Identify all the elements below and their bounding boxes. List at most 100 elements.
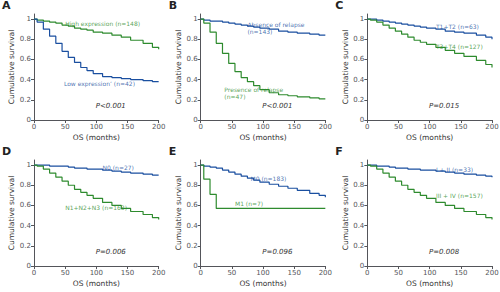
- svg-text:0.2: 0.2: [20, 96, 31, 104]
- svg-text:1: 1: [27, 15, 31, 23]
- svg-text:D: D: [2, 145, 11, 158]
- svg-text:200: 200: [152, 123, 165, 131]
- svg-text:(n=143): (n=143): [247, 27, 273, 35]
- svg-text:A: A: [2, 0, 11, 12]
- svg-text:0: 0: [365, 123, 369, 131]
- svg-text:0: 0: [198, 269, 202, 277]
- svg-text:0.6: 0.6: [20, 55, 32, 63]
- svg-text:1: 1: [360, 161, 364, 169]
- svg-text:0.8: 0.8: [353, 35, 364, 43]
- svg-text:0.4: 0.4: [20, 222, 32, 230]
- svg-text:0.6: 0.6: [187, 55, 199, 63]
- svg-text:150: 150: [454, 269, 467, 277]
- svg-text:200: 200: [485, 123, 498, 131]
- svg-text:Cumulative survival: Cumulative survival: [174, 176, 183, 251]
- svg-text:0: 0: [360, 116, 364, 124]
- svg-text:Presence of relapse: Presence of relapse: [224, 86, 284, 94]
- svg-text:0.2: 0.2: [187, 242, 198, 250]
- svg-text:P=0.006: P=0.006: [96, 248, 127, 256]
- svg-text:0.8: 0.8: [20, 35, 31, 43]
- svg-text:0: 0: [32, 269, 36, 277]
- svg-text:0: 0: [365, 269, 369, 277]
- svg-text:0: 0: [27, 262, 31, 270]
- svg-text:0.6: 0.6: [353, 55, 365, 63]
- svg-text:0.6: 0.6: [187, 201, 199, 209]
- svg-text:0.2: 0.2: [187, 96, 198, 104]
- svg-text:Low expression’ (n=42): Low expression’ (n=42): [64, 80, 135, 88]
- svg-text:Cumulative survival: Cumulative survival: [174, 30, 183, 105]
- svg-text:1: 1: [193, 15, 197, 23]
- svg-text:0.8: 0.8: [187, 181, 198, 189]
- svg-text:P<0.001: P<0.001: [262, 102, 292, 110]
- svg-text:0.2: 0.2: [20, 242, 31, 250]
- svg-text:Cumulative survival: Cumulative survival: [341, 30, 350, 105]
- svg-text:High expression (n=148): High expression (n=148): [65, 20, 140, 28]
- svg-text:P<0.001: P<0.001: [96, 102, 126, 110]
- svg-text:P=0.096: P=0.096: [262, 248, 293, 256]
- svg-text:0.4: 0.4: [353, 222, 365, 230]
- svg-text:50: 50: [61, 123, 70, 131]
- svg-text:100: 100: [90, 123, 103, 131]
- svg-text:0.4: 0.4: [187, 222, 199, 230]
- svg-text:0.2: 0.2: [353, 242, 364, 250]
- svg-text:0: 0: [193, 116, 197, 124]
- svg-text:(n=47): (n=47): [224, 93, 245, 100]
- svg-text:150: 150: [287, 123, 300, 131]
- svg-text:B: B: [169, 0, 177, 12]
- svg-text:50: 50: [227, 269, 236, 277]
- svg-text:T1+T2 (n=63): T1+T2 (n=63): [435, 22, 479, 30]
- svg-text:0: 0: [360, 262, 364, 270]
- svg-text:0.4: 0.4: [187, 76, 199, 84]
- svg-text:F: F: [335, 145, 343, 158]
- svg-text:200: 200: [319, 269, 332, 277]
- svg-text:100: 100: [256, 123, 269, 131]
- svg-text:150: 150: [121, 269, 134, 277]
- svg-text:Cumulative survival: Cumulative survival: [341, 176, 350, 251]
- svg-text:50: 50: [227, 123, 236, 131]
- svg-text:0.8: 0.8: [20, 181, 31, 189]
- svg-text:Cumulative survival: Cumulative survival: [7, 176, 16, 251]
- svg-text:M1 (n=7): M1 (n=7): [235, 200, 263, 207]
- svg-text:E: E: [169, 145, 177, 158]
- svg-text:C: C: [335, 0, 343, 12]
- svg-text:P=0.008: P=0.008: [429, 248, 460, 256]
- svg-text:150: 150: [121, 123, 134, 131]
- svg-text:Cumulative survival: Cumulative survival: [7, 30, 16, 105]
- svg-text:0: 0: [193, 262, 197, 270]
- svg-text:0: 0: [27, 116, 31, 124]
- svg-text:0: 0: [198, 123, 202, 131]
- svg-text:150: 150: [454, 123, 467, 131]
- svg-text:OS (months): OS (months): [239, 133, 286, 142]
- svg-text:OS (months): OS (months): [73, 133, 120, 142]
- svg-text:0.4: 0.4: [20, 76, 32, 84]
- svg-text:1: 1: [193, 161, 197, 169]
- svg-text:100: 100: [423, 123, 436, 131]
- svg-text:0.6: 0.6: [20, 201, 32, 209]
- svg-text:1: 1: [27, 161, 31, 169]
- svg-text:OS (months): OS (months): [406, 133, 453, 142]
- svg-text:150: 150: [287, 269, 300, 277]
- svg-text:0.6: 0.6: [353, 201, 365, 209]
- svg-text:OS (months): OS (months): [73, 279, 120, 288]
- svg-text:0.8: 0.8: [353, 181, 364, 189]
- svg-text:1: 1: [360, 15, 364, 23]
- svg-text:T3+T4 (n=127): T3+T4 (n=127): [435, 43, 483, 50]
- svg-text:100: 100: [90, 269, 103, 277]
- svg-text:100: 100: [256, 269, 269, 277]
- svg-text:100: 100: [423, 269, 436, 277]
- svg-text:P=0.015: P=0.015: [429, 102, 460, 110]
- svg-text:Absence of relapse: Absence of relapse: [247, 20, 305, 28]
- svg-text:50: 50: [61, 269, 70, 277]
- svg-text:200: 200: [485, 269, 498, 277]
- svg-text:0: 0: [32, 123, 36, 131]
- svg-text:0.2: 0.2: [353, 96, 364, 104]
- svg-text:OS (months): OS (months): [239, 279, 286, 288]
- svg-text:0.4: 0.4: [353, 76, 365, 84]
- svg-text:50: 50: [394, 123, 403, 131]
- svg-text:200: 200: [152, 269, 165, 277]
- svg-text:0.8: 0.8: [187, 35, 198, 43]
- svg-text:III + IV (n=157): III + IV (n=157): [436, 192, 483, 199]
- svg-text:50: 50: [394, 269, 403, 277]
- svg-text:OS (months): OS (months): [406, 279, 453, 288]
- svg-text:200: 200: [319, 123, 332, 131]
